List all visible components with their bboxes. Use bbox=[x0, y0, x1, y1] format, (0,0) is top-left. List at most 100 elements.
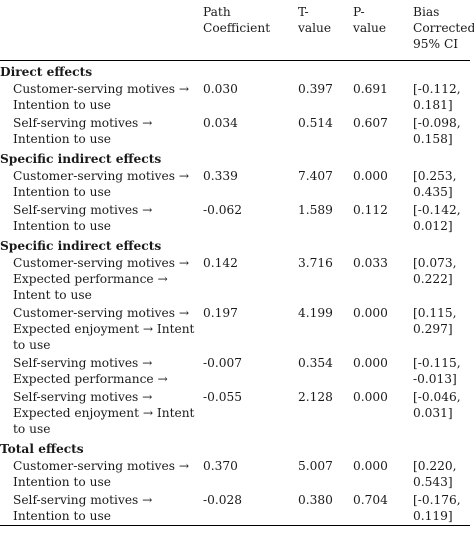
row-label-line: Intention to use bbox=[13, 509, 111, 523]
row-label: Customer-serving motives → Intention to u… bbox=[0, 167, 203, 201]
cell-p-value: 0.000 bbox=[353, 356, 388, 370]
header-line: Bias bbox=[413, 5, 440, 19]
row-label-line: Customer-serving motives → bbox=[13, 459, 190, 473]
cell-confidence-interval: [-0.176, 0.119] bbox=[413, 491, 470, 526]
header-t-value: T- value bbox=[298, 0, 353, 61]
cell-p-value: 0.000 bbox=[353, 390, 388, 404]
header-row: Path Coefficient T- value P- value Bias … bbox=[0, 0, 474, 61]
cell-t-value: 0.514 bbox=[298, 116, 333, 130]
row-label-line: Self-serving motives → bbox=[13, 390, 153, 404]
row-label-line: Customer-serving motives → bbox=[13, 82, 190, 96]
ci-line: [-0.115, bbox=[413, 356, 461, 370]
row-label-line: Intention to use bbox=[13, 219, 111, 233]
table-row: Customer-serving motives → Intention to u… bbox=[0, 80, 470, 114]
cell-t-value: 3.716 bbox=[298, 256, 333, 270]
table-row: Customer-serving motives → Intention to u… bbox=[0, 457, 470, 491]
row-label-line: Customer-serving motives → bbox=[13, 256, 190, 270]
ci-line: 0.181] bbox=[413, 98, 453, 112]
ci-line: 0.119] bbox=[413, 509, 453, 523]
header-line: Corrected bbox=[413, 21, 474, 35]
row-label-line: Self-serving motives → bbox=[13, 356, 153, 370]
table-row: Self-serving motives → Intention to use -0… bbox=[0, 201, 470, 235]
cell-confidence-interval: [0.220, 0.543] bbox=[413, 457, 470, 491]
cell-coefficient: 0.370 bbox=[203, 459, 238, 473]
row-label: Self-serving motives → Intention to use bbox=[0, 491, 203, 526]
table-row: Self-serving motives → Expected enjoyment… bbox=[0, 388, 470, 438]
cell-coefficient: 0.142 bbox=[203, 256, 238, 270]
cell-coefficient: -0.055 bbox=[203, 390, 243, 404]
cell-confidence-interval: [0.073, 0.222] bbox=[413, 254, 470, 304]
cell-p-value: 0.112 bbox=[353, 203, 388, 217]
cell-coefficient: -0.062 bbox=[203, 203, 243, 217]
table-row: Self-serving motives → Expected performan… bbox=[0, 354, 470, 388]
row-label-line: Self-serving motives → bbox=[13, 116, 153, 130]
ci-line: [0.220, bbox=[413, 459, 457, 473]
cell-t-value: 0.397 bbox=[298, 82, 333, 96]
table-body: Direct effects Customer-serving motives →… bbox=[0, 61, 470, 526]
row-label-line: to use bbox=[13, 422, 51, 436]
row-label-line: Self-serving motives → bbox=[13, 203, 153, 217]
cell-coefficient: -0.007 bbox=[203, 356, 243, 370]
cell-confidence-interval: [-0.142, 0.012] bbox=[413, 201, 470, 235]
section-row: Total effects bbox=[0, 438, 470, 457]
row-label-line: to use bbox=[13, 338, 51, 352]
row-label-line: Expected enjoyment → Intent bbox=[13, 322, 195, 336]
section-title: Direct effects bbox=[0, 65, 93, 79]
row-label-line: Self-serving motives → bbox=[13, 493, 153, 507]
cell-t-value: 5.007 bbox=[298, 459, 333, 473]
header-line: value bbox=[353, 21, 387, 35]
ci-line: [-0.098, bbox=[413, 116, 461, 130]
header-line: 95% CI bbox=[413, 37, 459, 51]
cell-coefficient: 0.034 bbox=[203, 116, 238, 130]
section-title: Specific indirect effects bbox=[0, 152, 162, 166]
cell-coefficient: 0.339 bbox=[203, 169, 238, 183]
cell-coefficient: 0.030 bbox=[203, 82, 238, 96]
ci-line: 0.297] bbox=[413, 322, 453, 336]
ci-line: [-0.112, bbox=[413, 82, 461, 96]
ci-line: 0.158] bbox=[413, 132, 453, 146]
section-row: Specific indirect effects bbox=[0, 148, 470, 167]
table-row: Customer-serving motives → Expected perfo… bbox=[0, 254, 470, 304]
ci-line: -0.013] bbox=[413, 372, 457, 386]
header-line: P- bbox=[353, 5, 365, 19]
row-label: Customer-serving motives → Expected enjoy… bbox=[0, 304, 203, 354]
cell-p-value: 0.000 bbox=[353, 169, 388, 183]
row-label-line: Intention to use bbox=[13, 475, 111, 489]
table-row: Self-serving motives → Intention to use 0.… bbox=[0, 114, 470, 148]
cell-confidence-interval: [-0.098, 0.158] bbox=[413, 114, 470, 148]
cell-p-value: 0.691 bbox=[353, 82, 388, 96]
ci-line: [-0.176, bbox=[413, 493, 461, 507]
section-title: Specific indirect effects bbox=[0, 239, 162, 253]
table-row: Self-serving motives → Intention to use -0… bbox=[0, 491, 470, 526]
table-row: Customer-serving motives → Expected enjoy… bbox=[0, 304, 470, 354]
ci-line: 0.222] bbox=[413, 272, 453, 286]
header-line: T- bbox=[298, 5, 309, 19]
section-row: Specific indirect effects bbox=[0, 235, 470, 254]
header-line: value bbox=[298, 21, 332, 35]
ci-line: [0.073, bbox=[413, 256, 457, 270]
cell-t-value: 4.199 bbox=[298, 306, 333, 320]
header-line: Path bbox=[203, 5, 231, 19]
cell-t-value: 2.128 bbox=[298, 390, 333, 404]
row-label: Customer-serving motives → Expected perfo… bbox=[0, 254, 203, 304]
row-label-line: Intent to use bbox=[13, 288, 92, 302]
row-label: Customer-serving motives → Intention to u… bbox=[0, 80, 203, 114]
row-label: Customer-serving motives → Intention to u… bbox=[0, 457, 203, 491]
cell-p-value: 0.607 bbox=[353, 116, 388, 130]
row-label: Self-serving motives → Intention to use bbox=[0, 201, 203, 235]
cell-confidence-interval: [-0.046, 0.031] bbox=[413, 388, 470, 438]
cell-p-value: 0.000 bbox=[353, 459, 388, 473]
ci-line: 0.012] bbox=[413, 219, 453, 233]
header-line: Coefficient bbox=[203, 21, 271, 35]
cell-p-value: 0.033 bbox=[353, 256, 388, 270]
cell-coefficient: 0.197 bbox=[203, 306, 238, 320]
section-row: Direct effects bbox=[0, 61, 470, 81]
section-title: Total effects bbox=[0, 442, 84, 456]
cell-t-value: 0.354 bbox=[298, 356, 333, 370]
row-label-line: Customer-serving motives → bbox=[13, 306, 190, 320]
row-label-line: Expected enjoyment → Intent bbox=[13, 406, 195, 420]
row-label-line: Customer-serving motives → bbox=[13, 169, 190, 183]
row-label-line: Intention to use bbox=[13, 98, 111, 112]
row-label: Self-serving motives → Expected performan… bbox=[0, 354, 203, 388]
cell-p-value: 0.704 bbox=[353, 493, 388, 507]
